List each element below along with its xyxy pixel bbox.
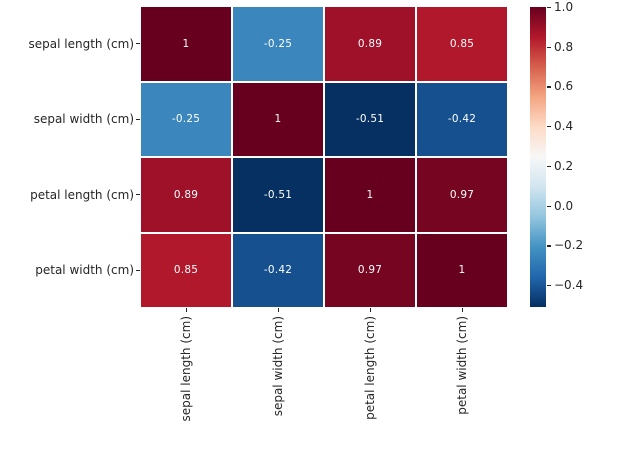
heatmap-cell: 0.85 [417, 7, 507, 81]
colorbar [530, 7, 546, 307]
colorbar-tick-label: 1.0 [554, 0, 574, 14]
heatmap-cell: 0.89 [141, 158, 231, 232]
heatmap-cell-value: 0.85 [449, 37, 475, 50]
heatmap-cell-value: -0.51 [355, 113, 385, 126]
heatmap-cell-value: 1 [366, 188, 374, 201]
heatmap-cell: 0.85 [141, 233, 231, 307]
y-tick-label: sepal width (cm) [33, 112, 134, 127]
y-tick-mark [136, 269, 140, 271]
heatmap-cell: -0.42 [233, 233, 323, 307]
colorbar-tick-label: 0.8 [554, 39, 574, 54]
heatmap-cell-value: -0.42 [263, 264, 293, 277]
y-tick-label: petal length (cm) [30, 187, 134, 202]
heatmap-cell: 1 [325, 158, 415, 232]
x-tick-label: sepal width (cm) [271, 316, 285, 417]
heatmap-cell: -0.25 [141, 82, 231, 156]
heatmap-cell: 1 [141, 7, 231, 81]
heatmap-cell: -0.51 [325, 82, 415, 156]
colorbar-gradient [530, 7, 546, 307]
heatmap-cell-value: 0.97 [357, 264, 383, 277]
heatmap-cell-value: -0.25 [263, 37, 293, 50]
heatmap-cell: -0.51 [233, 158, 323, 232]
heatmap-cell-value: 0.89 [173, 188, 199, 201]
x-tick-label: sepal length (cm) [179, 316, 193, 422]
colorbar-tick-label: 0.2 [554, 158, 574, 173]
y-tick-mark [136, 194, 140, 196]
heatmap-cell-value: -0.42 [447, 113, 477, 126]
x-tick-label: petal length (cm) [363, 316, 377, 420]
colorbar-tick-mark [547, 245, 551, 247]
y-tick-mark [136, 118, 140, 120]
heatmap-grid: 1 -0.25 0.89 0.85 -0.25 1 -0.51 -0.42 0.89 -0.51 1… [141, 7, 507, 307]
colorbar-tick-label: 0.4 [554, 119, 574, 134]
x-tick-mark [185, 308, 187, 312]
heatmap-cell-value: 1 [274, 113, 282, 126]
heatmap-cell-value: 0.85 [173, 264, 199, 277]
heatmap-cell: -0.25 [233, 7, 323, 81]
heatmap-cell: 1 [233, 82, 323, 156]
heatmap-cell: 0.89 [325, 7, 415, 81]
colorbar-tick-mark [547, 46, 551, 48]
heatmap-cell-value: 0.89 [357, 37, 383, 50]
heatmap-cell-value: -0.51 [263, 188, 293, 201]
x-tick-mark [277, 308, 279, 312]
colorbar-tick-mark [547, 126, 551, 128]
colorbar-tick-label: 0.6 [554, 79, 574, 94]
colorbar-tick-mark [547, 205, 551, 207]
y-tick-label: petal width (cm) [35, 263, 134, 278]
heatmap-cell-value: -0.25 [171, 113, 201, 126]
heatmap-cell-value: 0.97 [449, 188, 475, 201]
x-tick-mark [369, 308, 371, 312]
y-tick-mark [136, 43, 140, 45]
colorbar-tick-mark [547, 7, 551, 9]
colorbar-tick-mark [547, 285, 551, 287]
x-tick-mark [461, 308, 463, 312]
heatmap-cell: 1 [417, 233, 507, 307]
x-tick-label: petal width (cm) [455, 316, 469, 415]
colorbar-tick-label: 0.0 [554, 198, 574, 213]
colorbar-tick-mark [547, 165, 551, 168]
heatmap-cell-value: 1 [458, 264, 466, 277]
heatmap-cell: 0.97 [325, 233, 415, 307]
heatmap-cell: -0.42 [417, 82, 507, 156]
colorbar-tick-mark [547, 86, 551, 88]
colorbar-tick-label: −0.2 [554, 238, 584, 253]
heatmap-cell: 0.97 [417, 158, 507, 232]
colorbar-tick-label: −0.4 [554, 278, 584, 293]
y-tick-label: sepal length (cm) [28, 36, 134, 51]
heatmap-cell-value: 1 [182, 37, 190, 50]
